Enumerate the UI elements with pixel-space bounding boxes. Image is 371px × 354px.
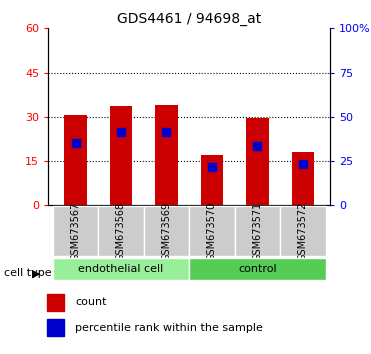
Bar (53, 258, 189, 280)
Text: GSM673568: GSM673568 (116, 201, 126, 261)
Bar (201, 155, 223, 205)
Text: percentile rank within the sample: percentile rank within the sample (75, 322, 263, 333)
Bar (53, 206, 98, 256)
Bar (144, 206, 189, 256)
Bar (47, 294, 64, 311)
Bar (98, 206, 144, 256)
Bar (64, 115, 87, 205)
Text: GSM673567: GSM673567 (70, 201, 81, 261)
Bar (109, 107, 132, 205)
Bar (235, 206, 280, 256)
Text: GSM673571: GSM673571 (252, 201, 262, 261)
Text: GSM673569: GSM673569 (161, 201, 171, 261)
Text: control: control (238, 264, 277, 274)
Bar (280, 206, 326, 256)
Text: count: count (75, 297, 106, 307)
Point (118, 129, 124, 135)
Bar (246, 118, 269, 205)
Text: GSM673572: GSM673572 (298, 201, 308, 261)
Title: GDS4461 / 94698_at: GDS4461 / 94698_at (117, 12, 261, 26)
Bar (47, 319, 64, 336)
Text: cell type: cell type (4, 268, 51, 278)
Text: ▶: ▶ (32, 268, 40, 278)
Point (255, 143, 260, 149)
Point (209, 164, 215, 170)
Bar (189, 206, 234, 256)
Bar (292, 152, 314, 205)
Point (73, 141, 79, 146)
Bar (155, 105, 178, 205)
Point (300, 161, 306, 167)
Text: GSM673570: GSM673570 (207, 201, 217, 261)
Text: endothelial cell: endothelial cell (78, 264, 164, 274)
Point (164, 129, 170, 135)
Bar (189, 258, 326, 280)
